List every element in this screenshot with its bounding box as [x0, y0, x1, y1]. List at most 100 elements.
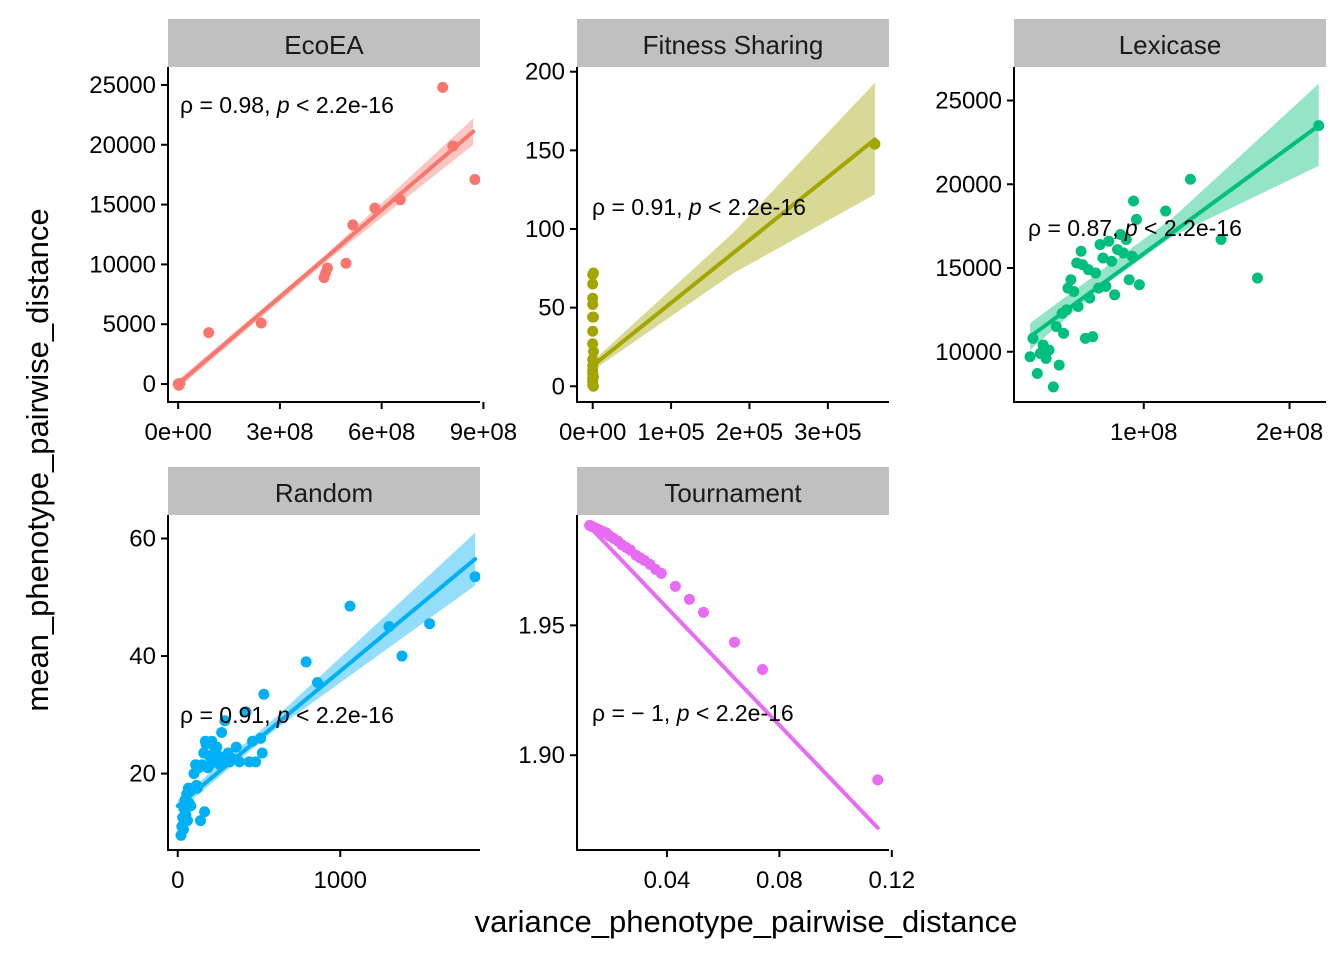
- correlation-annotation: ρ = 0.87, p < 2.2e-16: [1028, 215, 1242, 241]
- annotation-p-symbol: p: [676, 700, 690, 726]
- data-point: [174, 377, 186, 389]
- annotation-rho-value: 0.98: [219, 92, 264, 118]
- confidence-band: [592, 82, 875, 371]
- y-tick-label: 100: [525, 216, 565, 243]
- data-point: [300, 656, 312, 668]
- data-point: [1100, 280, 1112, 292]
- data-point: [1123, 274, 1135, 286]
- x-tick-label: 1e+08: [1110, 419, 1177, 446]
- correlation-annotation: ρ = − 1, p < 2.2e-16: [592, 700, 794, 726]
- plot-area: [172, 81, 480, 391]
- data-point: [1084, 292, 1096, 304]
- regression-line: [176, 129, 476, 387]
- data-point: [437, 81, 449, 93]
- data-point: [587, 292, 599, 304]
- data-point: [1097, 252, 1109, 264]
- panel-tournament: Tournament ρ = − 1, p < 2.2e-16 1.90 1.95 0.…: [518, 467, 915, 894]
- y-tick-label: 1.95: [518, 612, 565, 639]
- annotation-rho-symbol: ρ =: [592, 700, 631, 726]
- data-point: [203, 327, 215, 339]
- regression-line: [590, 137, 877, 368]
- data-point: [396, 650, 408, 662]
- facet-strip: [1014, 19, 1326, 67]
- data-point: [424, 618, 436, 630]
- x-tick-label: 3e+08: [246, 419, 313, 446]
- annotation-p-value: < 2.2e-16: [296, 702, 394, 728]
- y-tick-label: 200: [525, 59, 565, 86]
- data-point: [1043, 344, 1055, 356]
- y-tick-label: 15000: [935, 255, 1002, 282]
- y-tick-label: 50: [538, 295, 565, 322]
- data-point: [191, 782, 203, 794]
- plot-area: [1024, 83, 1325, 393]
- x-tick-label: 0.04: [644, 867, 691, 894]
- data-point: [1060, 304, 1072, 316]
- panel-ecoea: EcoEA ρ = 0.98, p < 2.2e-16 0 5000 10000 1500…: [89, 19, 517, 446]
- data-point: [344, 600, 356, 612]
- data-point: [1133, 279, 1145, 291]
- annotation-separator: ,: [1112, 215, 1125, 241]
- data-point: [347, 219, 359, 231]
- y-tick-label: 1.90: [518, 742, 565, 769]
- annotation-p-symbol: p: [1124, 215, 1138, 241]
- correlation-annotation: ρ = 0.98, p < 2.2e-16: [180, 92, 394, 118]
- data-point: [1094, 239, 1106, 251]
- annotation-p-symbol: p: [276, 92, 290, 118]
- data-point: [728, 636, 740, 648]
- data-point: [697, 606, 709, 618]
- data-point: [1058, 327, 1070, 339]
- annotation-rho-value: 0.91: [219, 702, 264, 728]
- data-point: [1184, 173, 1196, 185]
- annotation-rho-symbol: ρ =: [1028, 215, 1067, 241]
- data-point: [1126, 250, 1138, 262]
- data-point: [1160, 205, 1172, 217]
- data-point: [240, 706, 252, 718]
- data-point: [1090, 267, 1102, 279]
- x-tick-label: 2e+08: [1256, 419, 1323, 446]
- data-point: [587, 278, 599, 290]
- facet-strip-label: EcoEA: [284, 30, 364, 60]
- data-point: [1031, 368, 1043, 380]
- data-point: [1087, 331, 1099, 343]
- data-point: [1047, 381, 1059, 393]
- y-tick-label: 0: [552, 373, 565, 400]
- data-point: [1106, 255, 1118, 267]
- data-point: [757, 664, 769, 676]
- data-point: [587, 371, 599, 383]
- x-tick-label: 1000: [314, 867, 367, 894]
- x-tick-label: 6e+08: [348, 419, 415, 446]
- data-point: [1075, 245, 1087, 257]
- facet-strip: [577, 19, 889, 67]
- x-tick-label: 0.08: [756, 867, 803, 894]
- data-point: [258, 688, 270, 700]
- facet-strip: [168, 467, 480, 515]
- annotation-separator: ,: [676, 194, 689, 220]
- data-point: [1024, 351, 1036, 363]
- y-tick-label: 20: [129, 761, 156, 788]
- data-point: [1103, 235, 1115, 247]
- data-point: [1065, 274, 1077, 286]
- annotation-p-symbol: p: [276, 702, 290, 728]
- data-point: [234, 756, 245, 768]
- plot-area: [587, 82, 881, 392]
- x-tick-label: 9e+08: [450, 419, 517, 446]
- annotation-p-value: < 2.2e-16: [296, 92, 394, 118]
- data-point: [469, 571, 480, 583]
- x-tick-label: 0.12: [868, 867, 915, 894]
- data-point: [587, 267, 599, 279]
- annotation-p-symbol: p: [688, 194, 702, 220]
- x-tick-label: 0e+00: [144, 419, 211, 446]
- x-tick-label: 3e+05: [794, 419, 861, 446]
- data-point: [255, 317, 267, 329]
- y-tick-label: 10000: [89, 251, 156, 278]
- data-point: [1251, 272, 1263, 284]
- annotation-rho-symbol: ρ =: [180, 92, 219, 118]
- data-point: [1053, 359, 1065, 371]
- annotation-rho-value: − 1: [631, 700, 664, 726]
- y-tick-label: 60: [129, 526, 156, 553]
- y-tick-label: 10000: [935, 339, 1002, 366]
- y-tick-label: 40: [129, 643, 156, 670]
- data-point: [655, 567, 667, 579]
